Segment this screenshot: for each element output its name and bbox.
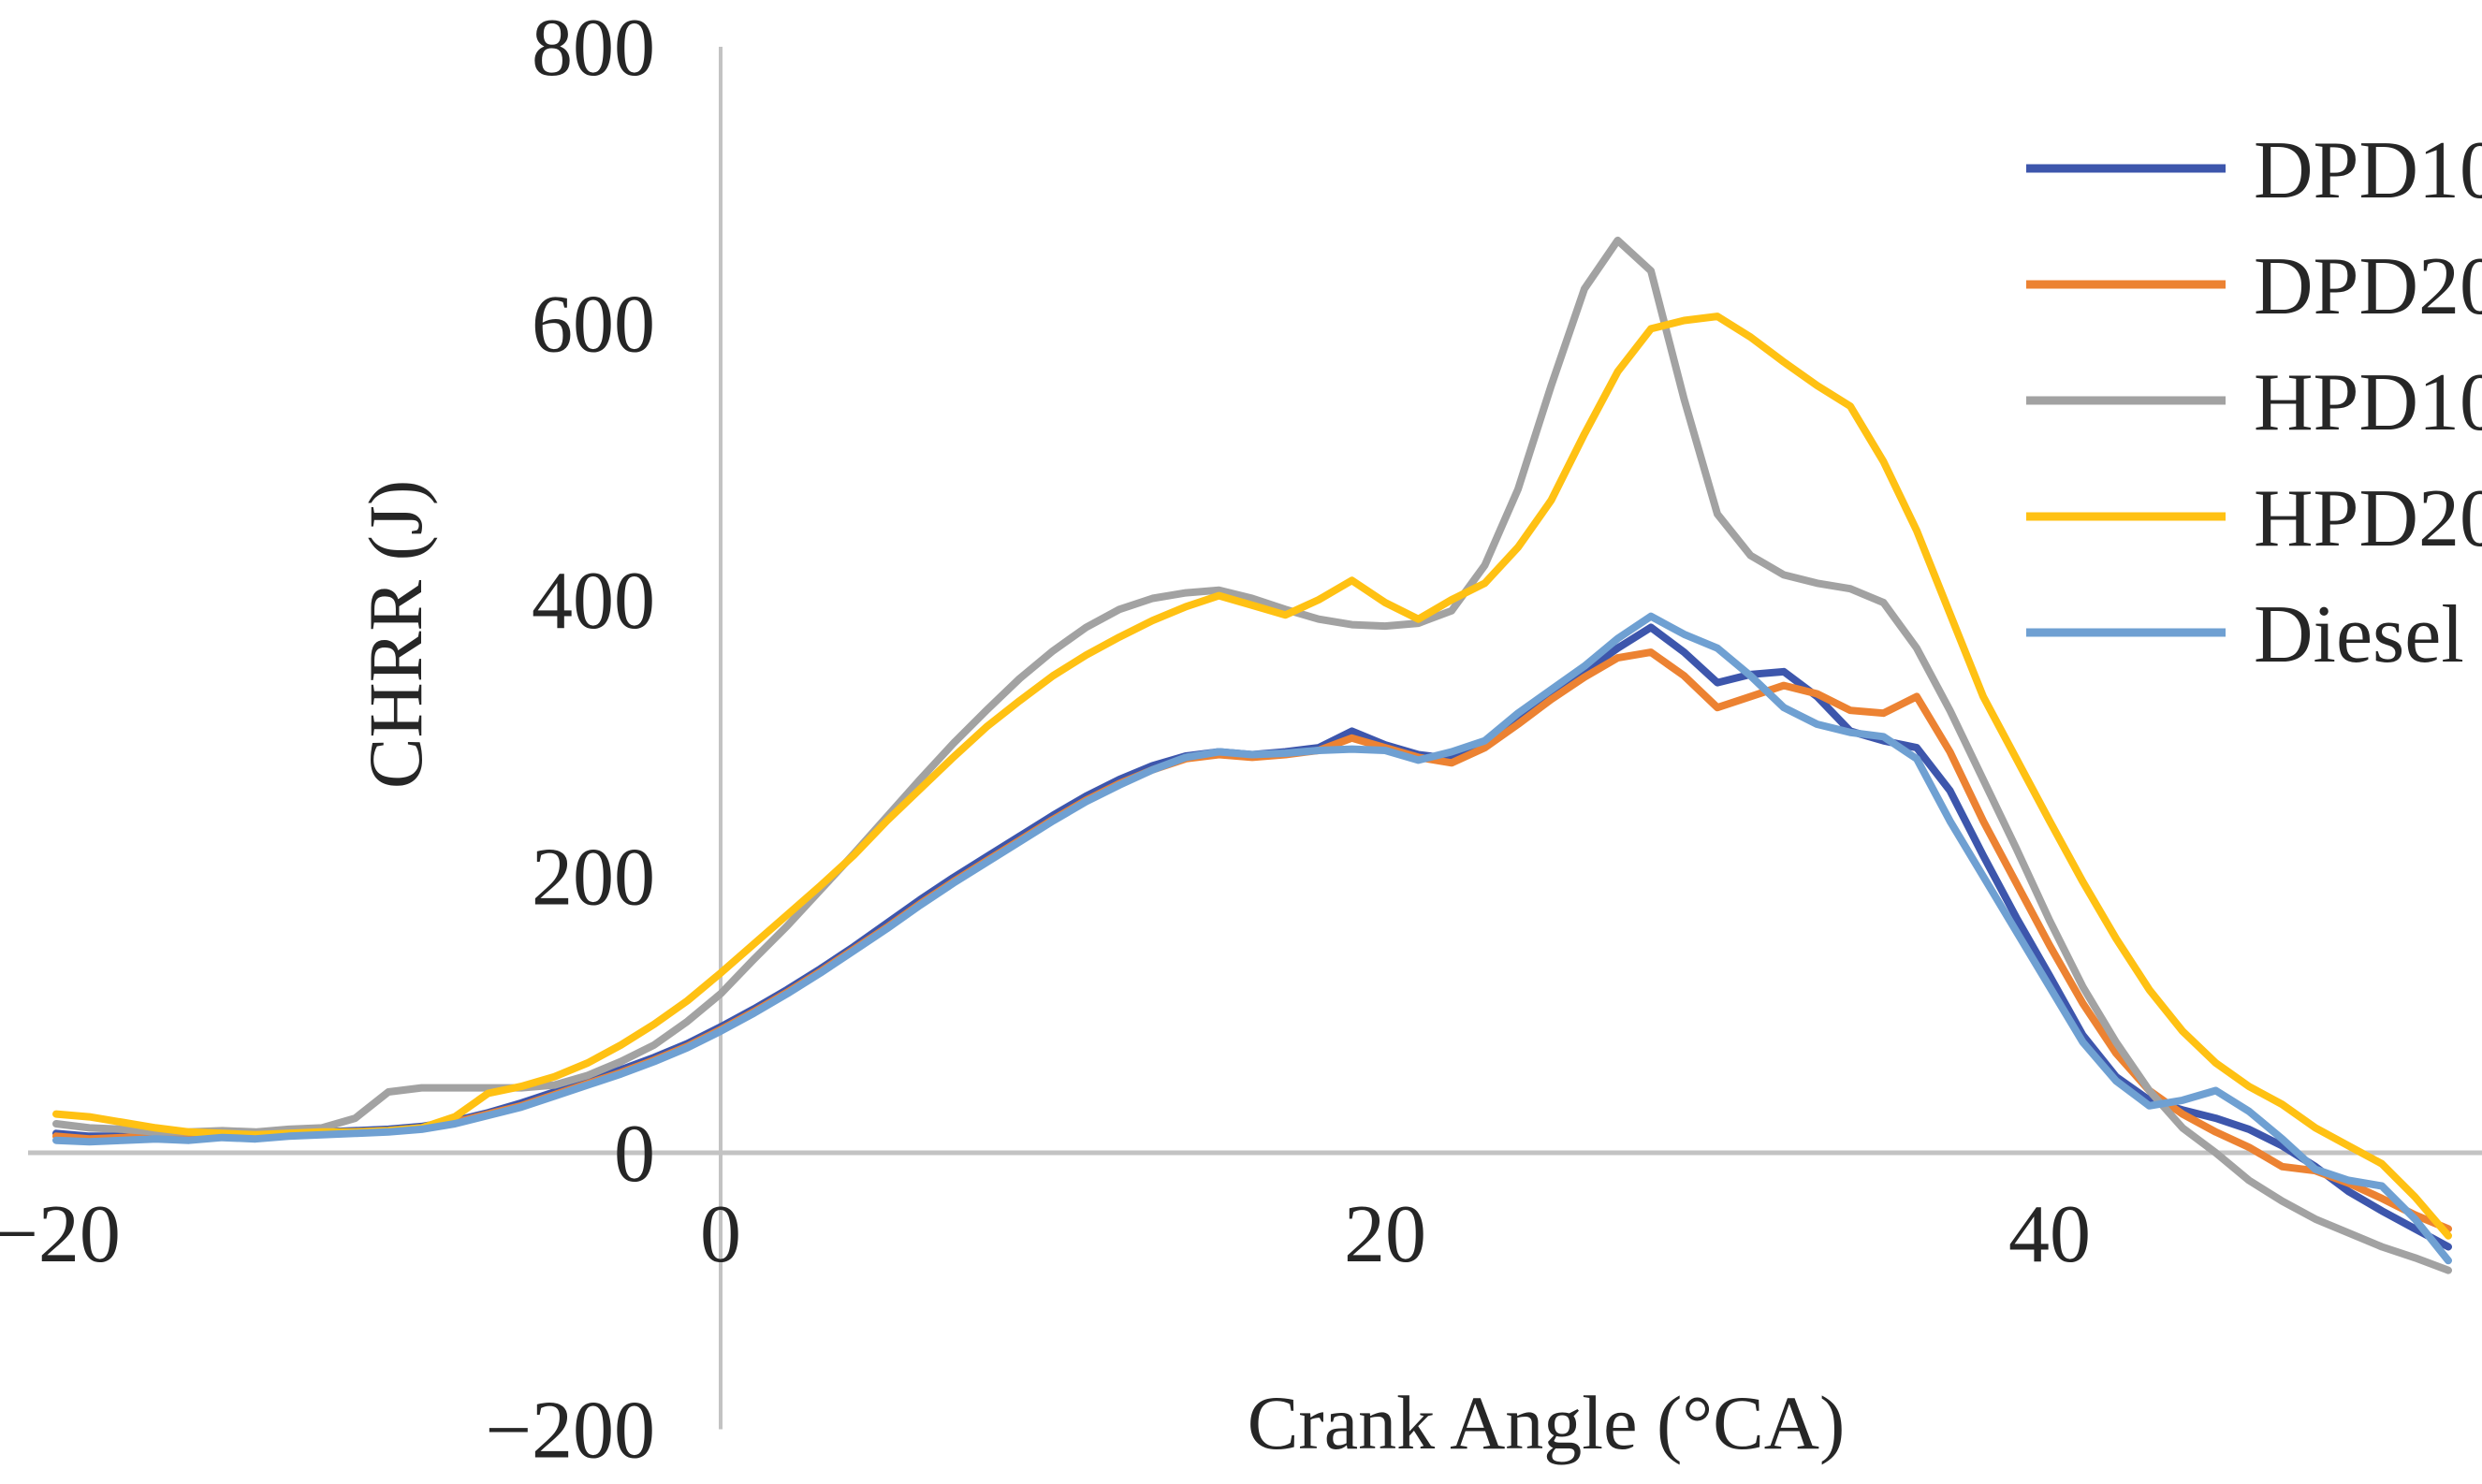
x-tick-label--20: −20 — [0, 1189, 121, 1280]
y-tick-label-800: 800 — [532, 3, 655, 94]
y-tick-label-0: 0 — [614, 1109, 655, 1200]
series-line-HPD20 — [52, 313, 2452, 1240]
x-tick-label-0: 0 — [700, 1189, 741, 1280]
series-line-HPD10 — [52, 236, 2452, 1274]
legend-label-DPD10: DPD10 — [2254, 125, 2482, 216]
y-tick-label-200: 200 — [532, 833, 655, 924]
y-axis-tick-labels: 800 600 400 200 0 −200 — [485, 3, 655, 1477]
legend-item-DPD10: DPD10 — [2026, 125, 2482, 216]
legend: DPD10 DPD20 HPD10 HPD20 Diesel — [2026, 125, 2482, 680]
legend-item-HPD20: HPD20 — [2026, 473, 2482, 564]
series-line-Diesel — [52, 612, 2452, 1265]
x-tick-label-40: 40 — [2008, 1189, 2091, 1280]
legend-label-HPD20: HPD20 — [2254, 473, 2482, 564]
axis-lines — [28, 47, 2482, 1430]
legend-label-HPD10: HPD10 — [2254, 357, 2482, 448]
x-axis-title: Crank Angle (°CA) — [1248, 1380, 1846, 1465]
y-tick-label-600: 600 — [532, 280, 655, 371]
legend-item-HPD10: HPD10 — [2026, 357, 2482, 448]
x-tick-label-20: 20 — [1344, 1189, 1426, 1280]
y-tick-label-400: 400 — [532, 556, 655, 647]
y-axis-title: CHRR (J) — [353, 480, 438, 789]
legend-label-Diesel: Diesel — [2254, 589, 2464, 680]
series-lines — [52, 236, 2452, 1274]
legend-label-DPD20: DPD20 — [2254, 241, 2482, 332]
legend-item-Diesel: Diesel — [2026, 589, 2464, 680]
x-axis-tick-labels: −20 0 20 40 — [0, 1189, 2091, 1280]
y-tick-label--200: −200 — [485, 1386, 655, 1477]
legend-item-DPD20: DPD20 — [2026, 241, 2482, 332]
